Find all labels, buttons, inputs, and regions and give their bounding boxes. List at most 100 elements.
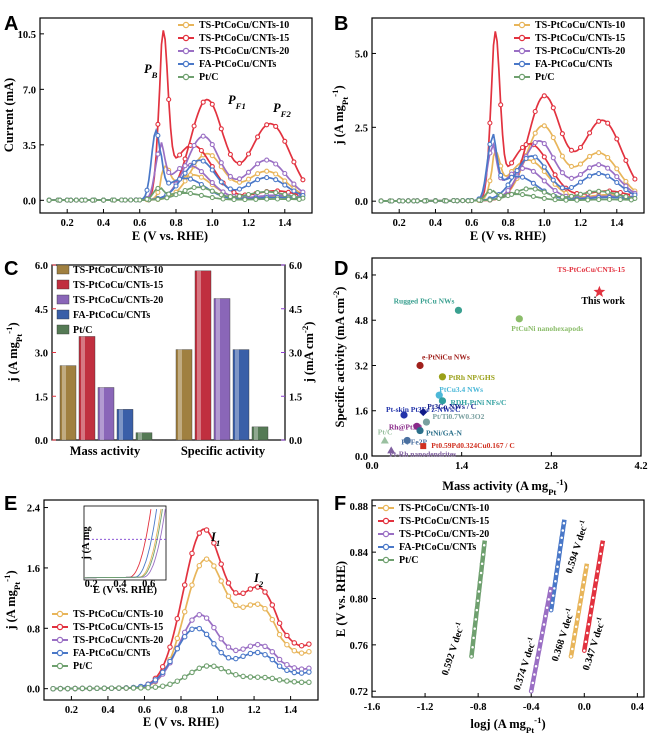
panel-f-x-ticklabel-5: 0.4 (631, 702, 645, 713)
panel-d-point-label-9: Rh@Pt3.9 (389, 422, 422, 431)
panel-b-series-fwd-0-m95 (550, 135, 556, 141)
panel-e-series-2-m100 (233, 647, 239, 654)
panel-f-series-0-m22 (480, 552, 486, 557)
panel-b-series-fwd-2-m130 (614, 174, 620, 180)
panel-e-series-4-m80 (196, 665, 203, 672)
panel-b-ylabel-part-0: j (A mg (332, 104, 346, 145)
panel-a-series-bwd-4-m114 (253, 196, 259, 202)
panel-b-series-fwd-1-m120 (596, 118, 602, 124)
panel-f-series-4-m20 (596, 560, 602, 565)
panel-e-series-4-m4 (57, 685, 64, 692)
panel-d-point-label-0: TS-PtCoCu/CNTs-15 (557, 265, 625, 274)
panel-d-point-0 (593, 285, 606, 297)
panel-e-series-4-m112 (254, 674, 261, 680)
panel-c-bar-shine-0-3 (119, 409, 123, 440)
panel-b-series-fwd-0-m130 (614, 166, 620, 172)
panel-b-series-fwd-1-m140 (632, 176, 638, 182)
panel-a-series-fwd-0-m90 (209, 153, 215, 159)
panel-a-series-fwd-2-m105 (236, 176, 243, 182)
panel-c-yr-ticklabel-4: 6.0 (289, 261, 302, 272)
panel-f-series-1-m22 (560, 528, 566, 533)
panel-a-series-fwd-2-m90 (209, 142, 215, 148)
panel-b-curves (378, 31, 638, 204)
panel-a-series-fwd-2-m100 (227, 173, 233, 179)
panel-b-series-bwd-4-m108 (574, 197, 580, 203)
panel-d-point-15 (387, 446, 396, 454)
panel-a-legend-entry-1: TS-PtCoCu/CNTs-15 (199, 33, 289, 44)
panel-f-slope-label-0: 0.592 V dec-1 (438, 620, 467, 676)
panel-e-curves (50, 527, 312, 692)
panel-e-series-4-m36 (116, 685, 122, 691)
panel-a-series-fwd-3-m105 (236, 186, 243, 192)
panel-e-series-1-m136 (298, 642, 305, 649)
panel-e-peak2-part-1: 2 (258, 579, 264, 589)
panel-a-y-ticklabel-0: 0.0 (23, 196, 36, 207)
panel-f-series-0-m10 (474, 607, 480, 613)
panel-a-series-fwd-3-m120 (264, 175, 270, 181)
panel-b-series-fwd-4-m110 (577, 191, 584, 197)
panel-e-series-2-m92 (218, 636, 224, 642)
panel-b-x-ticklabel-6: 1.4 (610, 218, 624, 229)
panel-f-series-2-m6 (533, 663, 539, 669)
panel-c-bar-0-0 (59, 365, 77, 441)
panel-b-series-bwd-4-m48 (465, 198, 471, 204)
panel-b-series-fwd-1-m105 (568, 147, 575, 153)
panel-f-series-0-m4 (471, 635, 476, 641)
panel-f-slope-label-0-part-0: 0.592 V dec (440, 627, 466, 677)
panel-d-point-14 (420, 443, 427, 450)
panel-e-series-4-m60 (159, 683, 166, 689)
panel-b-series-fwd-3-m130 (614, 179, 620, 186)
panel-f-x-ticklabel-3: -0.4 (523, 702, 540, 713)
panel-f-series-0-m24 (481, 542, 487, 548)
panel-f-slope-label-0-part-1: -1 (453, 620, 463, 628)
panel-a-series-fwd-1-m105 (236, 160, 243, 166)
panel-a-series-fwd-2-m80 (191, 142, 197, 149)
panel-b-series-bwd-0-m60 (487, 178, 493, 184)
panel-f-series-3-m18 (580, 587, 585, 593)
panel-f-series-3-m4 (571, 639, 576, 644)
panel-e-peak2: I2 (253, 571, 264, 589)
panel-f-series-1-m10 (554, 571, 559, 577)
panel-b-series-bwd-4-m24 (422, 198, 428, 204)
panel-b-series-bwd-2-m84 (530, 168, 536, 174)
panel-f-series-0-m16 (477, 579, 483, 585)
panel-b-series-bwd-0-m84 (530, 158, 536, 165)
panel-b-x-ticklabel-2: 0.6 (465, 218, 478, 229)
panel-b-xlabel: E (V vs. RHE) (470, 229, 546, 243)
panel-e-series-3-m108 (247, 650, 254, 657)
panel-d-point-7 (400, 411, 408, 419)
panel-a-annotation-pf2: PF2 (273, 101, 291, 119)
panel-f-series-3-m24 (583, 565, 589, 570)
panel-b-series-bwd-4-m120 (596, 197, 602, 203)
panel-a-x-ticklabel-4: 1.0 (206, 218, 219, 229)
panel-b-legend-entry-2: TS-PtCoCu/CNTs-20 (535, 46, 625, 57)
panel-a-series-bwd-4-m66 (166, 191, 172, 197)
panel-c-bar-1-0 (175, 349, 193, 441)
panel-e-inset-ticklabel-0: 0.2 (85, 579, 98, 590)
panel-e-x-ticklabel-0: 0.2 (65, 705, 78, 716)
panel-b-series-fwd-4-m120 (596, 188, 602, 194)
panel-f-series-3-m22 (582, 572, 588, 578)
panel-f-series-1-m2 (549, 600, 555, 606)
panel-e-series-4-m8 (64, 685, 71, 692)
panel-a-series-fwd-3-m100 (227, 186, 233, 192)
panel-e-series-0-m104 (240, 604, 246, 610)
panel-e-series-1-m68 (174, 615, 181, 622)
panel-a-annotation-pf1-part-1: F1 (235, 101, 246, 111)
panel-f-slope-label-3-part-1: -1 (563, 606, 573, 614)
panel-f-xlabel: logj (A mgPt-1) (470, 715, 545, 735)
panel-a-series-fwd-1-m130 (282, 138, 288, 144)
panel-c-yl-ticklabel-1: 1.5 (35, 392, 48, 403)
panel-f-x-ticklabel-1: -1.2 (417, 702, 434, 713)
panel-f-x-ticklabel-2: -0.8 (470, 702, 487, 713)
panel-e-y-ticklabel-0: 0.0 (27, 685, 40, 696)
panel-b-series-fwd-2-m95 (550, 155, 556, 161)
panel-b-series-fwd-4-m85 (532, 186, 538, 192)
panel-f-series-2-m10 (536, 647, 542, 652)
panel-e-series-4-m12 (72, 685, 78, 692)
panel-d-point-11 (416, 426, 424, 435)
panel-a-x-ticklabel-1: 0.4 (97, 218, 111, 229)
panel-a-series-bwd-0-m84 (198, 174, 204, 180)
panel-e-series-1-m124 (276, 620, 283, 626)
panel-a-series-fwd-2-m130 (282, 170, 288, 177)
